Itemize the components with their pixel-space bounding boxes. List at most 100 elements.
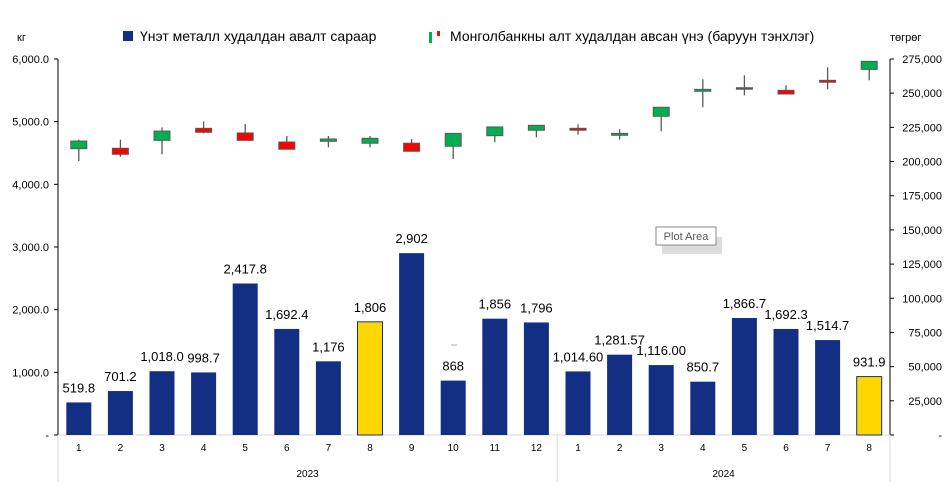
candle-body	[111, 147, 129, 155]
bar-data-label: 1,692.4	[265, 307, 308, 322]
bar	[523, 322, 549, 435]
candle-body	[777, 89, 795, 95]
group-label: 2023	[296, 469, 319, 480]
right-tick-label: 50,000	[908, 362, 942, 374]
bar-data-label: 931.9	[853, 355, 886, 370]
candle-body	[694, 88, 712, 92]
bar-data-label: 998.7	[187, 350, 220, 365]
right-tick-label: 275,000	[902, 54, 942, 66]
category-label: 1	[575, 443, 581, 454]
right-tick-label: 25,000	[908, 396, 942, 408]
candle-body	[819, 79, 837, 83]
bar-data-label: 2,902	[395, 231, 428, 246]
category-label: 12	[531, 443, 543, 454]
bar-data-label: 1,281.57	[594, 333, 645, 348]
bar	[773, 328, 799, 435]
category-label: 7	[326, 443, 332, 454]
svg-text:Plot Area: Plot Area	[664, 231, 710, 243]
bar	[440, 380, 466, 435]
left-tick-label: 5,000.0	[12, 117, 49, 129]
candle-body	[70, 140, 88, 150]
category-label: 7	[825, 443, 831, 454]
candle-body	[486, 126, 504, 137]
bar-data-label: 519.8	[63, 380, 96, 395]
candle-body	[652, 106, 670, 117]
category-label: 8	[367, 443, 373, 454]
left-tick-label: 3,000.0	[12, 242, 49, 254]
category-label: 2	[118, 443, 124, 454]
right-axis-unit: төгрөг	[890, 32, 921, 44]
bar-data-label: 1,856	[479, 297, 512, 312]
bar	[399, 253, 425, 435]
candle-body	[611, 132, 629, 136]
category-label: 9	[409, 443, 415, 454]
candle-body	[278, 141, 296, 150]
left-tick-label: 2,000.0	[12, 305, 49, 317]
right-tick-label: 175,000	[902, 191, 942, 203]
bar	[731, 318, 757, 435]
bar-data-label: 868	[442, 359, 464, 374]
legend-bar-swatch	[123, 31, 133, 41]
candle-body	[527, 124, 545, 131]
candle-body	[444, 132, 462, 147]
bar	[815, 340, 841, 435]
legend-candle-swatch	[429, 31, 440, 43]
bar	[357, 321, 383, 436]
candle-body	[860, 60, 878, 70]
right-tick-label: 100,000	[902, 293, 942, 305]
candle-body	[319, 138, 337, 142]
candle-body	[569, 127, 587, 131]
category-label: 2	[617, 443, 623, 454]
legend-bar-label: Үнэт металл худалдан авалт сараар	[140, 28, 377, 44]
bar	[191, 372, 217, 435]
bar	[232, 283, 258, 435]
category-label: 1	[76, 443, 82, 454]
bar-data-label: 2,417.8	[224, 261, 267, 276]
category-label: 6	[783, 443, 789, 454]
bar	[66, 402, 92, 435]
left-tick-label: 4,000.0	[12, 179, 49, 191]
candle-body	[195, 127, 213, 133]
category-label: 3	[658, 443, 664, 454]
bar	[565, 371, 591, 435]
candle-body	[236, 132, 254, 141]
bar-data-label: 1,692.3	[764, 307, 807, 322]
candle-body	[361, 137, 379, 144]
right-tick-label: 200,000	[902, 157, 942, 169]
bar	[607, 354, 633, 435]
bar-data-label: 1,176	[312, 339, 345, 354]
candle-body	[735, 87, 753, 90]
category-label: 11	[490, 443, 501, 454]
legend-candle-label: Монголбанкны алт худалдан авсан үнэ (бар…	[450, 28, 814, 44]
category-label: 3	[159, 443, 165, 454]
bar-data-label: 1,514.7	[806, 318, 849, 333]
bar	[856, 376, 883, 436]
plot-area-tooltip: Plot Area	[655, 226, 722, 254]
bar	[149, 371, 175, 435]
bar-data-label: 1,116.00	[636, 343, 686, 358]
left-tick-label: -	[45, 430, 49, 442]
bar-data-label: 1,018.0	[140, 349, 183, 364]
left-tick-label: 6,000.0	[12, 54, 49, 66]
bar	[648, 365, 674, 435]
right-tick-label: 250,000	[902, 88, 942, 100]
legend: Үнэт металл худалдан авалт сараар Монгол…	[123, 28, 814, 44]
candle-body	[153, 130, 171, 141]
right-tick-label: -	[938, 430, 942, 442]
category-label: 6	[284, 443, 290, 454]
candle-body	[403, 142, 421, 152]
bar	[482, 318, 508, 435]
category-label: 4	[201, 443, 207, 454]
right-tick-label: 150,000	[902, 225, 942, 237]
bar	[107, 391, 133, 435]
group-label: 2024	[712, 469, 735, 480]
bar	[690, 381, 716, 435]
category-label: 10	[448, 443, 460, 454]
category-label: 5	[242, 443, 248, 454]
right-tick-label: 75,000	[908, 327, 942, 339]
left-axis-unit: кг	[17, 32, 26, 44]
bar	[315, 361, 341, 435]
right-tick-label: 125,000	[902, 259, 942, 271]
bar-data-label: 1,796	[520, 300, 553, 315]
